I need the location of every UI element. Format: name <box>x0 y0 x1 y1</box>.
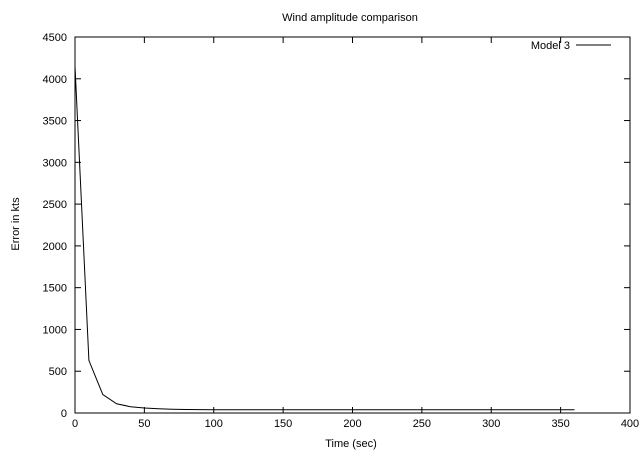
axes: 0 50 100 150 200 250 300 350 4000500100015002000… <box>43 32 640 430</box>
plot-frame <box>74 36 631 414</box>
x-tick-label: 150 <box>274 418 292 430</box>
x-tick-label: 0 <box>72 418 78 430</box>
x-axis-label: Time (sec) <box>325 438 377 450</box>
x-tick-label: 100 <box>205 418 223 430</box>
y-tick-label: 0 <box>61 408 67 420</box>
x-tick-label: 350 <box>551 418 569 430</box>
x-tick-label: 300 <box>482 418 500 430</box>
legend: Model 3 <box>531 40 611 52</box>
y-tick-label: 4000 <box>43 74 67 86</box>
x-tick-label: 250 <box>413 418 431 430</box>
x-tick-label: 400 <box>621 418 639 430</box>
y-tick-label: 1000 <box>43 324 67 336</box>
legend-label: Model 3 <box>531 40 570 52</box>
y-tick-label: 1500 <box>43 283 67 295</box>
series-line-model-3 <box>74 66 575 411</box>
y-tick-label: 2500 <box>43 199 67 211</box>
chart-title: Wind amplitude comparison <box>282 12 418 24</box>
y-tick-label: 4500 <box>43 32 67 44</box>
y-tick-label: 2000 <box>43 241 67 253</box>
series-layer <box>74 66 575 411</box>
y-tick-label: 500 <box>49 366 67 378</box>
y-tick-label: 3000 <box>43 157 67 169</box>
y-tick-label: 3500 <box>43 116 67 128</box>
x-tick-label: 200 <box>343 418 361 430</box>
x-tick-label: 50 <box>138 418 150 430</box>
y-axis-label: Error in kts <box>10 197 22 251</box>
